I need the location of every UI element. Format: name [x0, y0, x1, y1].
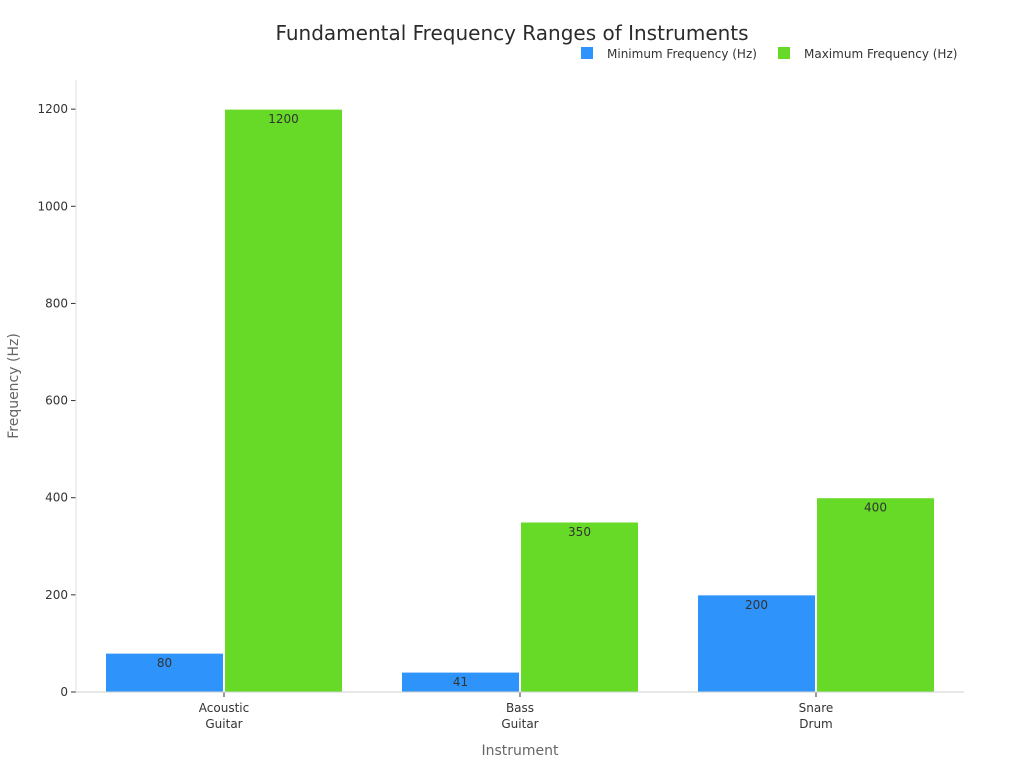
bar-value-label: 1200	[268, 112, 299, 126]
bar-max	[224, 108, 343, 693]
x-tick-label: Guitar	[501, 717, 538, 731]
x-tick-label: Acoustic	[199, 701, 249, 715]
y-tick-label: 600	[45, 394, 68, 408]
chart-title: Fundamental Frequency Ranges of Instrume…	[275, 21, 748, 45]
y-tick-label: 1000	[37, 199, 68, 213]
x-tick-label: Snare	[799, 701, 834, 715]
bar-max	[520, 521, 639, 693]
legend-swatch-max	[778, 47, 790, 59]
legend-label-max: Maximum Frequency (Hz)	[804, 47, 957, 61]
bar-labels: 80 1200 41 350 200 400	[157, 112, 887, 689]
bar-value-label: 350	[568, 525, 591, 539]
bar-value-label: 400	[864, 501, 887, 515]
bar-min	[697, 594, 816, 693]
y-tick-label: 0	[60, 685, 68, 699]
y-tick-label: 800	[45, 296, 68, 310]
y-axis-ticks: 0 200 400 600 800 1000 1200	[37, 102, 76, 699]
legend-swatch-min	[581, 47, 593, 59]
x-axis-ticks: Acoustic Guitar Bass Guitar Snare Drum	[199, 692, 834, 731]
bars	[105, 108, 935, 693]
legend-label-min: Minimum Frequency (Hz)	[607, 47, 757, 61]
bar-value-label: 41	[453, 675, 468, 689]
x-tick-label: Bass	[506, 701, 534, 715]
bar-value-label: 80	[157, 656, 172, 670]
y-tick-label: 200	[45, 588, 68, 602]
x-tick-label: Guitar	[205, 717, 242, 731]
x-tick-label: Drum	[799, 717, 832, 731]
y-tick-label: 1200	[37, 102, 68, 116]
x-axis-label: Instrument	[481, 743, 559, 759]
bar-value-label: 200	[745, 598, 768, 612]
y-axis-label: Frequency (Hz)	[6, 333, 22, 439]
y-tick-label: 400	[45, 491, 68, 505]
bar-max	[816, 497, 935, 693]
legend: Minimum Frequency (Hz) Maximum Frequency…	[581, 47, 957, 61]
